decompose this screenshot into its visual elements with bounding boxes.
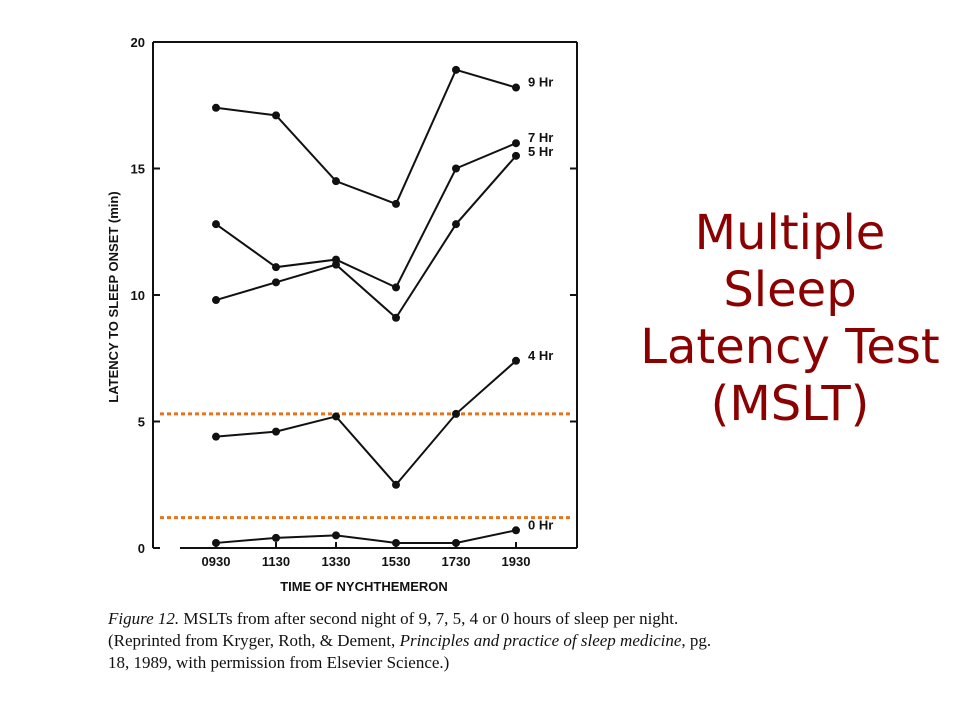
slide-title: Multiple Sleep Latency Test (MSLT) xyxy=(620,205,960,433)
series-0-hr: 0 Hr xyxy=(212,517,553,547)
slide-title-line: Multiple xyxy=(694,205,886,261)
series-7-hr: 7 Hr xyxy=(212,130,553,292)
data-point xyxy=(392,538,400,547)
slide-title-line: Latency Test xyxy=(640,319,940,375)
y-tick-label: 10 xyxy=(131,288,145,303)
data-point xyxy=(512,151,520,160)
data-point xyxy=(392,199,400,208)
data-point xyxy=(212,103,220,112)
data-point xyxy=(392,313,400,322)
data-point xyxy=(272,427,280,436)
data-point xyxy=(332,412,340,421)
slide-title-line: (MSLT) xyxy=(710,376,870,432)
series-label: 7 Hr xyxy=(528,130,553,145)
x-tick-label: 0930 xyxy=(202,554,231,569)
data-point xyxy=(392,480,400,489)
data-point xyxy=(332,177,340,186)
data-point xyxy=(272,533,280,542)
data-point xyxy=(212,538,220,547)
data-point xyxy=(392,283,400,292)
data-point xyxy=(512,526,520,535)
series-5-hr: 5 Hr xyxy=(212,144,553,322)
data-point xyxy=(452,409,460,418)
series-label: 4 Hr xyxy=(528,348,553,363)
caption-text: , pg. 18, 1989, with permission from Els… xyxy=(108,631,712,672)
series-4-hr: 4 Hr xyxy=(212,348,553,489)
data-point xyxy=(272,263,280,272)
data-point xyxy=(212,220,220,229)
series-line xyxy=(215,142,517,289)
threshold-lines xyxy=(160,412,572,520)
slide-title-line: Sleep xyxy=(723,262,857,318)
y-axis-title: LATENCY TO SLEEP ONSET (min) xyxy=(106,191,121,402)
series-line xyxy=(215,360,517,487)
data-point xyxy=(212,296,220,305)
series-line xyxy=(215,155,517,320)
data-point xyxy=(272,278,280,287)
figure-caption: Figure 12. MSLTs from after second night… xyxy=(108,608,718,674)
data-point xyxy=(452,538,460,547)
data-point xyxy=(512,139,520,148)
chart-axes: 0 5 10 15 20 0930 1130 1330 1530 1730 1930 xyxy=(131,35,578,569)
data-point xyxy=(452,220,460,229)
x-tick-label: 1930 xyxy=(502,554,531,569)
data-point xyxy=(452,164,460,173)
series-label: 0 Hr xyxy=(528,517,553,532)
series-line xyxy=(215,68,517,206)
data-point xyxy=(512,356,520,365)
x-tick-label: 1730 xyxy=(442,554,471,569)
book-title: Principles and practice of sleep medicin… xyxy=(399,631,682,650)
y-tick-label: 15 xyxy=(131,162,145,177)
y-tick-label: 0 xyxy=(138,541,145,556)
series-label: 5 Hr xyxy=(528,144,553,159)
x-tick-label: 1330 xyxy=(322,554,351,569)
y-tick-label: 5 xyxy=(138,415,145,430)
y-tick-label: 20 xyxy=(131,35,145,50)
series-label: 9 Hr xyxy=(528,75,553,90)
data-point xyxy=(332,531,340,540)
caption-text: MSLTs from after second night of 9, 7, 5… xyxy=(108,609,679,650)
data-point xyxy=(212,432,220,441)
x-tick-label: 1130 xyxy=(262,554,290,569)
x-axis-title: TIME OF NYCHTHEMERON xyxy=(280,579,448,594)
data-point xyxy=(452,65,460,74)
chart-series: 9 Hr 7 Hr5 Hr 4 Hr 0 Hr xyxy=(212,65,553,547)
data-point xyxy=(332,260,340,269)
series-9-hr: 9 Hr xyxy=(212,65,553,208)
data-point xyxy=(512,83,520,92)
x-tick-label: 1530 xyxy=(382,554,411,569)
figure-label: Figure 12. xyxy=(108,609,180,628)
series-line xyxy=(215,529,517,544)
data-point xyxy=(272,111,280,120)
